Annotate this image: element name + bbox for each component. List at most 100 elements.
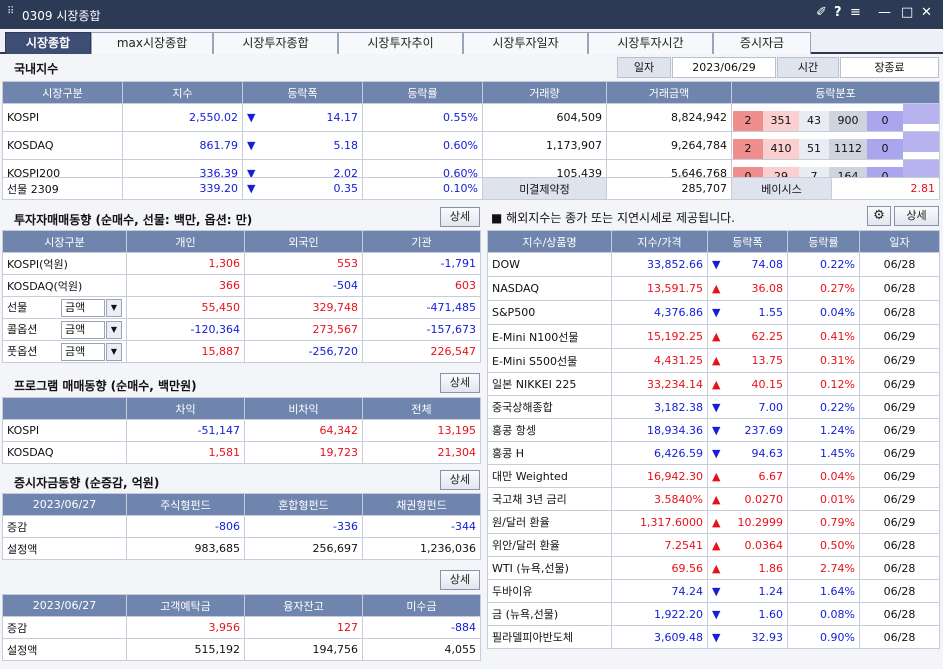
table-row[interactable]: E-Mini N100선물 15,192.25 ▲ 62.25 0.41% 06/29 — [487, 324, 940, 349]
futures-name: 선물 2309 — [2, 177, 123, 200]
change-cell: ▼ 5.18 — [242, 131, 363, 160]
settings-gear-icon[interactable]: ⚙ — [867, 206, 891, 226]
futures-change: ▼ 0.35 — [242, 177, 363, 200]
table-row[interactable]: 증감 -806 -336 -344 — [2, 515, 481, 538]
table-row[interactable]: 일본 NIKKEI 225 33,234.14 ▲ 40.15 0.12% 06/29 — [487, 372, 940, 396]
table-row[interactable]: KOSPI -51,147 64,342 13,195 — [2, 419, 481, 442]
price-value: 18,934.36 — [611, 418, 708, 442]
maximize-icon[interactable]: □ — [901, 5, 914, 20]
table-row[interactable]: KOSDAQ 861.79 ▼ 5.18 0.60% 1,173,907 9,26… — [2, 131, 940, 160]
unit-select[interactable]: 금액 — [61, 320, 105, 339]
table-row[interactable]: 증감 3,956 127 -884 — [2, 616, 481, 639]
instrument-name: 국고채 3년 금리 — [487, 487, 612, 511]
table-row[interactable]: KOSDAQ 1,581 19,723 21,304 — [2, 441, 481, 464]
tab-investment-daily[interactable]: 시장투자일자 — [463, 32, 588, 54]
down-arrow-icon: ▼ — [712, 446, 721, 460]
table-row[interactable]: KOSPI(억원) 1,306 553 -1,791 — [2, 252, 481, 275]
price-value: 33,852.66 — [611, 252, 708, 277]
volume-value: 1,173,907 — [482, 131, 607, 160]
unit-select[interactable]: 금액 — [61, 298, 105, 317]
title-bar: ⠿ 0309 시장종합 ✐ ? ≡ — □ ✕ — [0, 0, 943, 29]
window-title: 0309 시장종합 — [22, 9, 101, 23]
program-trend-title: 프로그램 매매동향 (순매수, 백만원) — [14, 379, 197, 393]
table-row[interactable]: 두바이유 74.24 ▼ 1.24 1.64% 06/28 — [487, 579, 940, 603]
table-row[interactable]: 국고채 3년 금리 3.5840% ▲ 0.0270 0.01% 06/29 — [487, 487, 940, 511]
overseas-table: 지수/상품명 지수/가격 등락폭 등락률 일자 DOW 33,852.66 ▼ 74.… — [487, 230, 940, 649]
instrument-name: 대만 Weighted — [487, 464, 612, 488]
table-row[interactable]: DOW 33,852.66 ▼ 74.08 0.22% 06/28 — [487, 252, 940, 277]
menu-icon[interactable]: ≡ — [850, 5, 861, 20]
receivable-value: -884 — [362, 616, 481, 639]
col-header: 거래량 — [482, 81, 607, 104]
up-arrow-icon: ▲ — [712, 515, 721, 529]
col-header — [2, 397, 127, 420]
rate-value: 0.41% — [787, 324, 860, 349]
pin-icon[interactable]: ✐ — [816, 5, 827, 20]
distribution-cell: 2 410 51 1112 0 — [731, 131, 940, 160]
table-row[interactable]: KOSPI 2,550.02 ▼ 14.17 0.55% 604,509 8,82… — [2, 103, 940, 132]
tab-max-market-summary[interactable]: max시장종합 — [91, 32, 213, 54]
chevron-down-icon[interactable]: ▼ — [106, 320, 122, 339]
table-row[interactable]: 대만 Weighted 16,942.30 ▲ 6.67 0.04% 06/29 — [487, 464, 940, 488]
table-row[interactable]: 홍콩 H 6,426.59 ▼ 94.63 1.45% 06/29 — [487, 441, 940, 465]
row-label: 설정액 — [2, 537, 127, 560]
table-row[interactable]: 금 (뉴욕,선물) 1,922.20 ▼ 1.60 0.08% 06/28 — [487, 602, 940, 626]
table-row[interactable]: 콜옵션 금액 ▼ -120,364 273,567 -157,673 — [2, 318, 481, 341]
bond-fund-value: 1,236,036 — [362, 537, 481, 560]
date-value[interactable]: 2023/06/29 — [672, 57, 776, 78]
change-cell: ▲ 40.15 — [707, 372, 788, 396]
table-row[interactable]: KOSDAQ(억원) 366 -504 603 — [2, 274, 481, 297]
individual-value: 15,887 — [126, 340, 245, 363]
col-header: 채권형펀드 — [362, 493, 481, 516]
unit-select[interactable]: 금액 — [61, 342, 105, 361]
tab-market-summary[interactable]: 시장종합 — [5, 32, 91, 54]
program-detail-button[interactable]: 상세 — [440, 373, 480, 393]
table-row[interactable]: 풋옵션 금액 ▼ 15,887 -256,720 226,547 — [2, 340, 481, 363]
market-name: KOSPI — [2, 103, 123, 132]
rate-value: 2.74% — [787, 556, 860, 580]
change-cell: ▲ 62.25 — [707, 324, 788, 349]
tab-investment-summary[interactable]: 시장투자종합 — [213, 32, 338, 54]
change-cell: ▼ 1.60 — [707, 602, 788, 626]
table-row[interactable]: 필라델피아반도체 3,609.48 ▼ 32.93 0.90% 06/28 — [487, 625, 940, 649]
tab-investment-trend[interactable]: 시장투자추이 — [338, 32, 463, 54]
chevron-down-icon[interactable]: ▼ — [106, 342, 122, 361]
market-name: KOSDAQ(억원) — [2, 274, 127, 297]
up-arrow-icon: ▲ — [712, 354, 721, 367]
tab-investment-hourly[interactable]: 시장투자시간 — [588, 32, 713, 54]
help-icon[interactable]: ? — [834, 5, 842, 20]
investor-detail-button[interactable]: 상세 — [440, 207, 480, 227]
table-row[interactable]: 홍콩 항셍 18,934.36 ▼ 237.69 1.24% 06/29 — [487, 418, 940, 442]
table-row[interactable]: E-Mini S500선물 4,431.25 ▲ 13.75 0.31% 06/29 — [487, 348, 940, 373]
deposits-detail-button[interactable]: 상세 — [440, 570, 480, 590]
loan-value: 194,756 — [244, 638, 363, 661]
table-row[interactable]: 설정액 983,685 256,697 1,236,036 — [2, 537, 481, 560]
up-arrow-icon: ▲ — [712, 561, 721, 575]
instrument-name: 두바이유 — [487, 579, 612, 603]
table-row[interactable]: 선물 2309 339.20 ▼ 0.35 0.10% 미결제약정 285,707… — [2, 177, 940, 200]
individual-value: 366 — [126, 274, 245, 297]
table-row[interactable]: WTI (뉴욕,선물) 69.56 ▲ 1.86 2.74% 06/28 — [487, 556, 940, 580]
down-arrow-icon: ▼ — [247, 167, 256, 180]
up-arrow-icon: ▲ — [712, 492, 721, 506]
close-icon[interactable]: ✕ — [921, 5, 932, 20]
overseas-detail-button[interactable]: 상세 — [894, 206, 939, 226]
table-row[interactable]: S&P500 4,376.86 ▼ 1.55 0.04% 06/28 — [487, 300, 940, 325]
col-header: 기관 — [362, 230, 481, 253]
tab-market-funds[interactable]: 증시자금 — [713, 32, 811, 54]
deposit-value: 515,192 — [126, 638, 245, 661]
table-row[interactable]: NASDAQ 13,591.75 ▲ 36.08 0.27% 06/28 — [487, 276, 940, 301]
open-interest-value: 285,707 — [606, 177, 732, 200]
table-row[interactable]: 중국상해종합 3,182.38 ▼ 7.00 0.22% 06/29 — [487, 395, 940, 419]
price-value: 13,591.75 — [611, 276, 708, 301]
table-row[interactable]: 원/달러 환율 1,317.6000 ▲ 10.2999 0.79% 06/29 — [487, 510, 940, 534]
minimize-icon[interactable]: — — [878, 5, 891, 20]
instrument-name: WTI (뉴욕,선물) — [487, 556, 612, 580]
funds-detail-button[interactable]: 상세 — [440, 470, 480, 490]
table-row[interactable]: 선물 금액 ▼ 55,450 329,748 -471,485 — [2, 296, 481, 319]
chevron-down-icon[interactable]: ▼ — [106, 298, 122, 317]
table-row[interactable]: 위안/달러 환율 7.2541 ▲ 0.0364 0.50% 06/28 — [487, 533, 940, 557]
rate-value: 0.50% — [787, 533, 860, 557]
table-row[interactable]: 설정액 515,192 194,756 4,055 — [2, 638, 481, 661]
rate-value: 0.04% — [787, 300, 860, 325]
